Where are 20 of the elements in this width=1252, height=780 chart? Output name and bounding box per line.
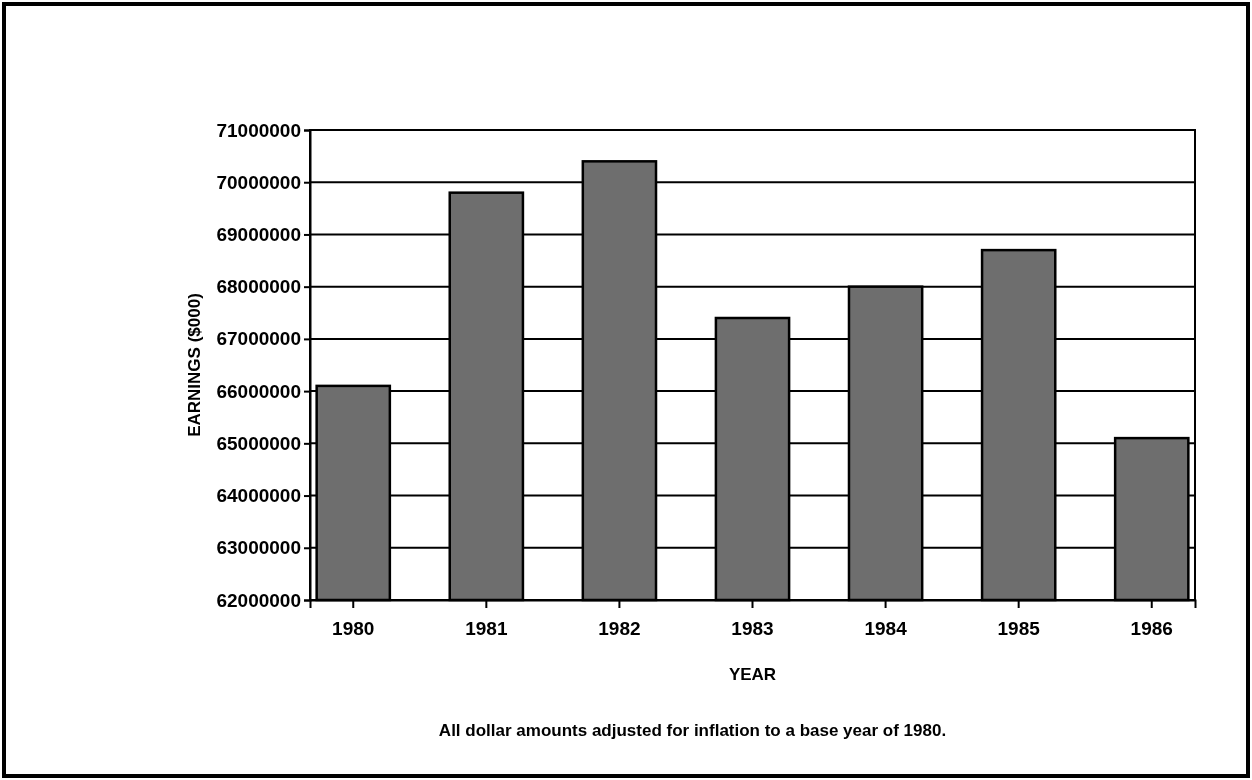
x-axis-title: YEAR xyxy=(728,665,777,684)
y-axis-title: EARNINGS ($000) xyxy=(185,293,204,437)
y-tick-label: 69000000 xyxy=(216,224,301,246)
x-tick-label: 1984 xyxy=(864,618,908,640)
x-tick-label: 1981 xyxy=(465,618,508,640)
x-tick-label: 1980 xyxy=(332,618,375,640)
x-tick-label: 1985 xyxy=(997,618,1041,640)
y-tick-label: 66000000 xyxy=(216,380,301,402)
y-tick-label: 62000000 xyxy=(216,589,301,611)
y-tick-label: 68000000 xyxy=(216,276,301,298)
y-tick-label: 64000000 xyxy=(216,485,301,507)
y-tick-label: 65000000 xyxy=(216,432,301,454)
y-tick-label: 71000000 xyxy=(216,119,301,141)
y-tick-label: 63000000 xyxy=(216,537,301,559)
y-tick-label: 70000000 xyxy=(216,171,301,193)
text: All dollar amounts adjusted for inflation to a base year of 1980. xyxy=(438,721,947,740)
x-tick-label: 1986 xyxy=(1130,618,1173,640)
y-tick-label: 67000000 xyxy=(216,328,301,350)
x-tick-label: 1982 xyxy=(598,618,641,640)
x-tick-label: 1983 xyxy=(731,618,774,640)
